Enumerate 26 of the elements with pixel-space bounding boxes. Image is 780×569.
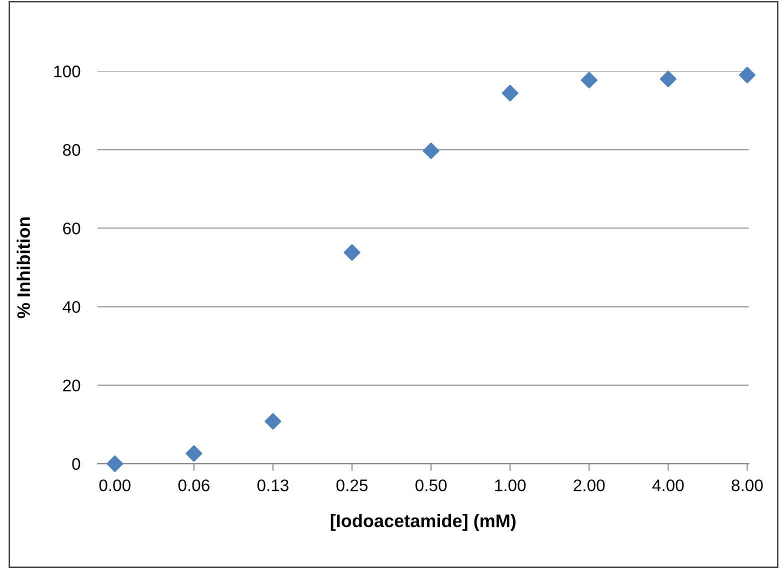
point: [738, 66, 756, 84]
point: [502, 84, 518, 102]
y-tick-label: 0: [72, 458, 80, 470]
x-tick-label: 8.00: [732, 479, 763, 492]
point: [660, 70, 676, 88]
point: [580, 72, 598, 88]
point: [106, 455, 124, 472]
point: [344, 244, 360, 261]
x-tick-label: 0.00: [99, 479, 130, 492]
y-tick-label: 60: [63, 222, 80, 234]
x-tick-label: 0.06: [178, 479, 210, 492]
x-tick-label: 2.00: [574, 479, 605, 492]
x-tick-label: 0.50: [415, 479, 447, 492]
x-axis-title: [Iodoacetamide] (mM): [330, 514, 516, 531]
y-tick-label: 20: [63, 380, 80, 392]
y-axis-title: % Inhibition: [16, 217, 30, 318]
y-tick-label: 40: [62, 301, 80, 313]
point: [186, 445, 202, 462]
x-tick-label: 0.13: [257, 479, 288, 492]
y-tick-label: 80: [63, 144, 80, 156]
y-tick-label: 100: [54, 66, 80, 78]
x-tick-label: 4.00: [652, 479, 684, 492]
point: [264, 413, 282, 430]
x-tick-label: 1.00: [495, 479, 526, 492]
point: [422, 142, 440, 160]
x-tick-label: 0.25: [336, 479, 368, 492]
